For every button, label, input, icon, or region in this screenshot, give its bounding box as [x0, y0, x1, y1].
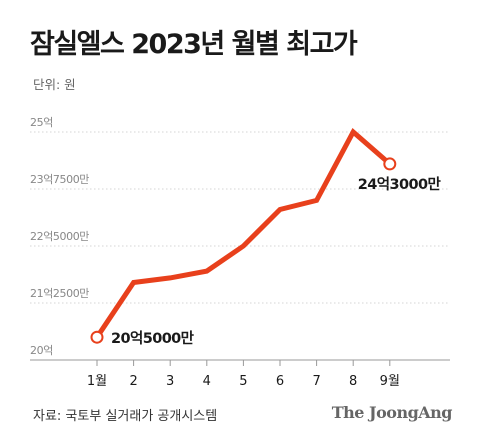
source-note: 자료: 국토부 실거래가 공개시스템: [33, 409, 218, 424]
y-tick-label: 22억5000만: [30, 230, 89, 243]
y-tick-label: 21억2500만: [30, 287, 89, 300]
y-tick-label: 23억7500만: [30, 173, 89, 186]
x-tick-label: 1월: [87, 374, 107, 389]
data-point-marker: [383, 157, 397, 171]
line-chart: 20억 21억2500만 22억5000만 23억7500만 25억 1월 2 3 4 5 6 7 8 9…: [30, 116, 450, 389]
x-tick-label: 2: [129, 374, 137, 389]
x-tick-label: 6: [276, 374, 284, 389]
y-tick-label: 25억: [30, 116, 53, 129]
data-label: 20억5000만: [111, 329, 195, 347]
x-tick-label: 7: [312, 374, 320, 389]
x-tick-label: 9월: [380, 374, 400, 389]
data-label: 24억3000만: [358, 175, 442, 193]
x-tick-label: 4: [203, 374, 211, 389]
x-tick-label: 8: [349, 374, 357, 389]
x-tick-label: 3: [166, 374, 174, 389]
series-line: [94, 128, 392, 339]
brand-logo: The JoongAng: [331, 403, 453, 422]
y-tick-label: 20억: [30, 344, 53, 357]
data-point-marker: [90, 330, 104, 344]
x-tick-label: 5: [239, 374, 247, 389]
unit-label: 단위: 원: [33, 77, 76, 92]
chart-title: 잠실엘스 2023년 월별 최고가: [30, 29, 358, 60]
